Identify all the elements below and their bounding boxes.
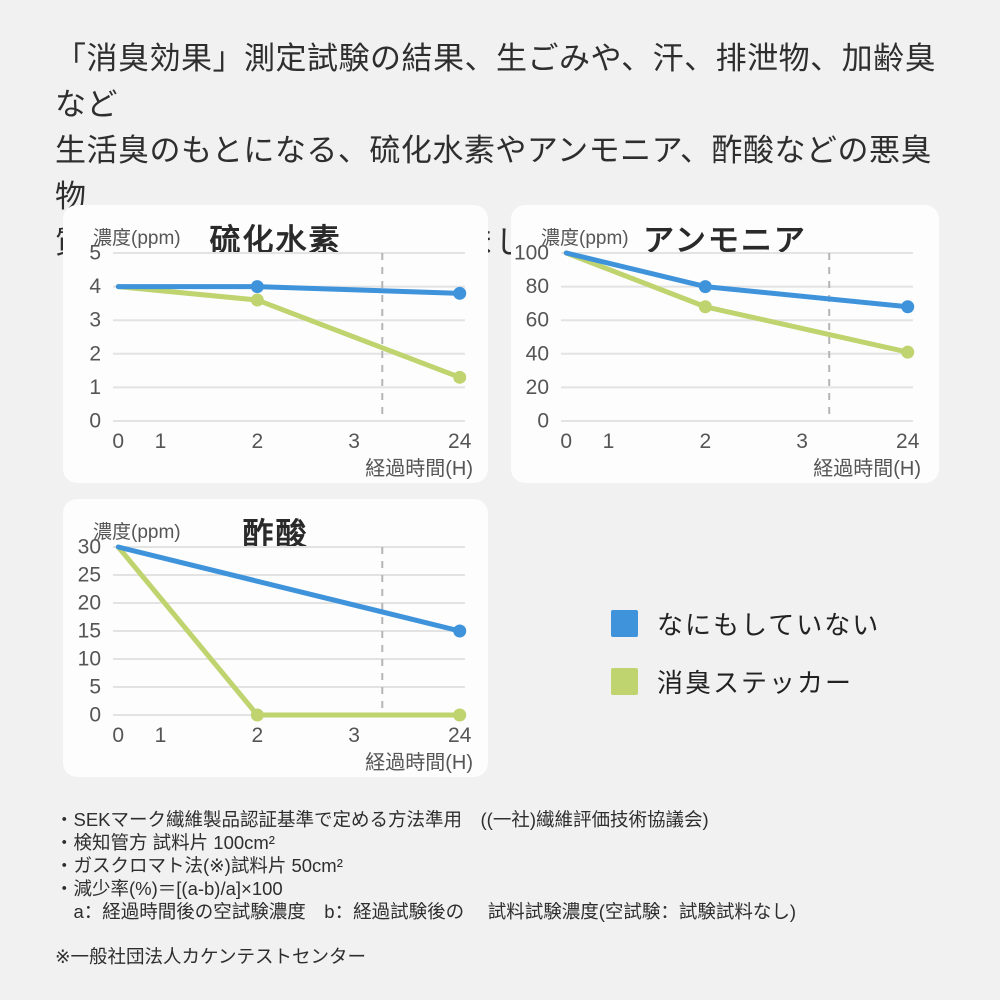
legend-swatch-green bbox=[611, 668, 638, 695]
x-tick-label: 24 bbox=[448, 430, 472, 453]
data-point-dot bbox=[698, 280, 712, 294]
y-tick-label: 3 bbox=[89, 309, 101, 332]
legend-label: 消臭ステッカー bbox=[657, 668, 854, 698]
y-tick-label: 0 bbox=[89, 704, 101, 727]
y-axis-unit-label: 濃度(ppm) bbox=[93, 228, 181, 249]
y-tick-label: 2 bbox=[89, 342, 101, 365]
footnote-line: ・SEKマーク繊維製品認証基準で定める方法準用 ((一社)繊維評価技術協議会) bbox=[55, 809, 709, 830]
y-tick-label: 25 bbox=[78, 564, 101, 587]
x-tick-label: 1 bbox=[155, 724, 167, 747]
data-point-dot bbox=[453, 708, 467, 722]
chart-card-ammonia: 濃度(ppm) アンモニア 100 80 60 40 20 0 0 1 2 3 24 経過時間(H) bbox=[511, 205, 939, 483]
y-tick-label: 20 bbox=[526, 376, 549, 399]
header-line: 生活臭のもとになる、硫化水素やアンモニア、酢酸などの悪臭物 bbox=[55, 133, 933, 214]
chart-plot: 30 25 20 15 10 5 0 0 1 2 3 24 経過時間(H) bbox=[63, 499, 488, 777]
y-tick-label: 0 bbox=[89, 410, 101, 433]
data-point-dot bbox=[453, 286, 467, 300]
footnote-line: a：経過時間後の空試験濃度 b：経過試験後の 試料試験濃度(空試験：試験試料なし… bbox=[55, 901, 797, 922]
y-tick-label: 15 bbox=[78, 620, 101, 643]
x-tick-label: 2 bbox=[251, 724, 263, 747]
legend-item-untreated: なにもしていない bbox=[611, 605, 880, 642]
data-point-dot bbox=[453, 624, 467, 638]
x-tick-label: 2 bbox=[251, 430, 263, 453]
data-point-dot bbox=[901, 345, 915, 359]
series-line-blue bbox=[115, 544, 463, 634]
series-line-blue bbox=[563, 250, 911, 310]
x-tick-label: 0 bbox=[112, 430, 124, 453]
data-point-dot bbox=[901, 300, 915, 314]
x-tick-label: 24 bbox=[896, 430, 920, 453]
legend-label: なにもしていない bbox=[657, 610, 881, 640]
y-tick-label: 4 bbox=[89, 275, 101, 298]
line-chart-svg: 5 4 3 2 1 00 1 2 3 24 経過時間(H) bbox=[89, 242, 473, 481]
y-tick-label: 0 bbox=[537, 410, 549, 433]
legend-swatch-blue bbox=[611, 610, 638, 637]
data-point-dot bbox=[698, 300, 712, 314]
chart-card-hydrogen-sulfide: 濃度(ppm) 硫化水素 5 4 3 2 1 0 0 1 2 3 24 経過時間(H) bbox=[63, 205, 488, 483]
footnote-test-center: ※一般社団法人カケンテストセンター bbox=[55, 946, 366, 967]
footnote-line: ・ガスクロマト法(※)試料片 50cm² bbox=[55, 855, 343, 876]
line-chart-svg: 100 80 60 40 20 00 1 2 3 24 経過時間(H) bbox=[514, 242, 921, 481]
series-line-green bbox=[115, 284, 463, 380]
y-axis-unit-label: 濃度(ppm) bbox=[541, 228, 629, 249]
y-tick-label: 5 bbox=[89, 242, 101, 265]
footnote-line: ・減少率(%)＝[(a-b)/a]×100 bbox=[55, 878, 283, 899]
legend-item-deodorant-sticker: 消臭ステッカー bbox=[611, 663, 880, 700]
y-tick-label: 10 bbox=[78, 648, 101, 671]
x-axis-label: 経過時間(H) bbox=[365, 751, 473, 774]
y-tick-label: 20 bbox=[78, 592, 101, 615]
y-tick-label: 30 bbox=[78, 536, 101, 559]
y-tick-label: 100 bbox=[514, 242, 549, 265]
y-tick-label: 80 bbox=[526, 275, 549, 298]
x-axis-label: 経過時間(H) bbox=[813, 457, 921, 480]
footnote-line: ・検知管方 試料片 100cm² bbox=[55, 832, 275, 853]
data-point-dot bbox=[250, 293, 264, 307]
chart-plot: 100 80 60 40 20 0 0 1 2 3 24 経過時間(H) bbox=[511, 205, 939, 483]
line-chart-svg: 30 25 20 15 10 5 00 1 2 3 24 経過時間(H) bbox=[78, 536, 473, 775]
data-point-dot bbox=[250, 708, 264, 722]
legend: なにもしていない 消臭ステッカー bbox=[611, 605, 880, 721]
y-tick-label: 40 bbox=[526, 342, 549, 365]
x-tick-label: 3 bbox=[796, 430, 808, 453]
x-tick-label: 24 bbox=[448, 724, 472, 747]
x-tick-label: 3 bbox=[348, 724, 360, 747]
chart-plot: 5 4 3 2 1 0 0 1 2 3 24 経過時間(H) bbox=[63, 205, 488, 483]
y-tick-label: 1 bbox=[89, 376, 101, 399]
y-tick-label: 60 bbox=[526, 309, 549, 332]
x-tick-label: 3 bbox=[348, 430, 360, 453]
x-tick-label: 0 bbox=[112, 724, 124, 747]
y-axis-unit-label: 濃度(ppm) bbox=[93, 522, 181, 543]
y-tick-label: 5 bbox=[89, 676, 101, 699]
x-tick-label: 1 bbox=[603, 430, 615, 453]
x-axis-label: 経過時間(H) bbox=[365, 457, 473, 480]
chart-card-acetic-acid: 濃度(ppm) 酢酸 30 25 20 15 10 5 0 0 1 2 3 24 経過時間(H) bbox=[63, 499, 488, 777]
x-tick-label: 0 bbox=[560, 430, 572, 453]
footnotes: ・SEKマーク繊維製品認証基準で定める方法準用 ((一社)繊維評価技術協議会) … bbox=[55, 808, 955, 968]
data-point-dot bbox=[453, 370, 467, 384]
x-tick-label: 2 bbox=[699, 430, 711, 453]
header-line: 「消臭効果」測定試験の結果、生ごみや、汗、排泄物、加齢臭など bbox=[55, 41, 937, 122]
data-point-dot bbox=[250, 280, 264, 294]
x-tick-label: 1 bbox=[155, 430, 167, 453]
